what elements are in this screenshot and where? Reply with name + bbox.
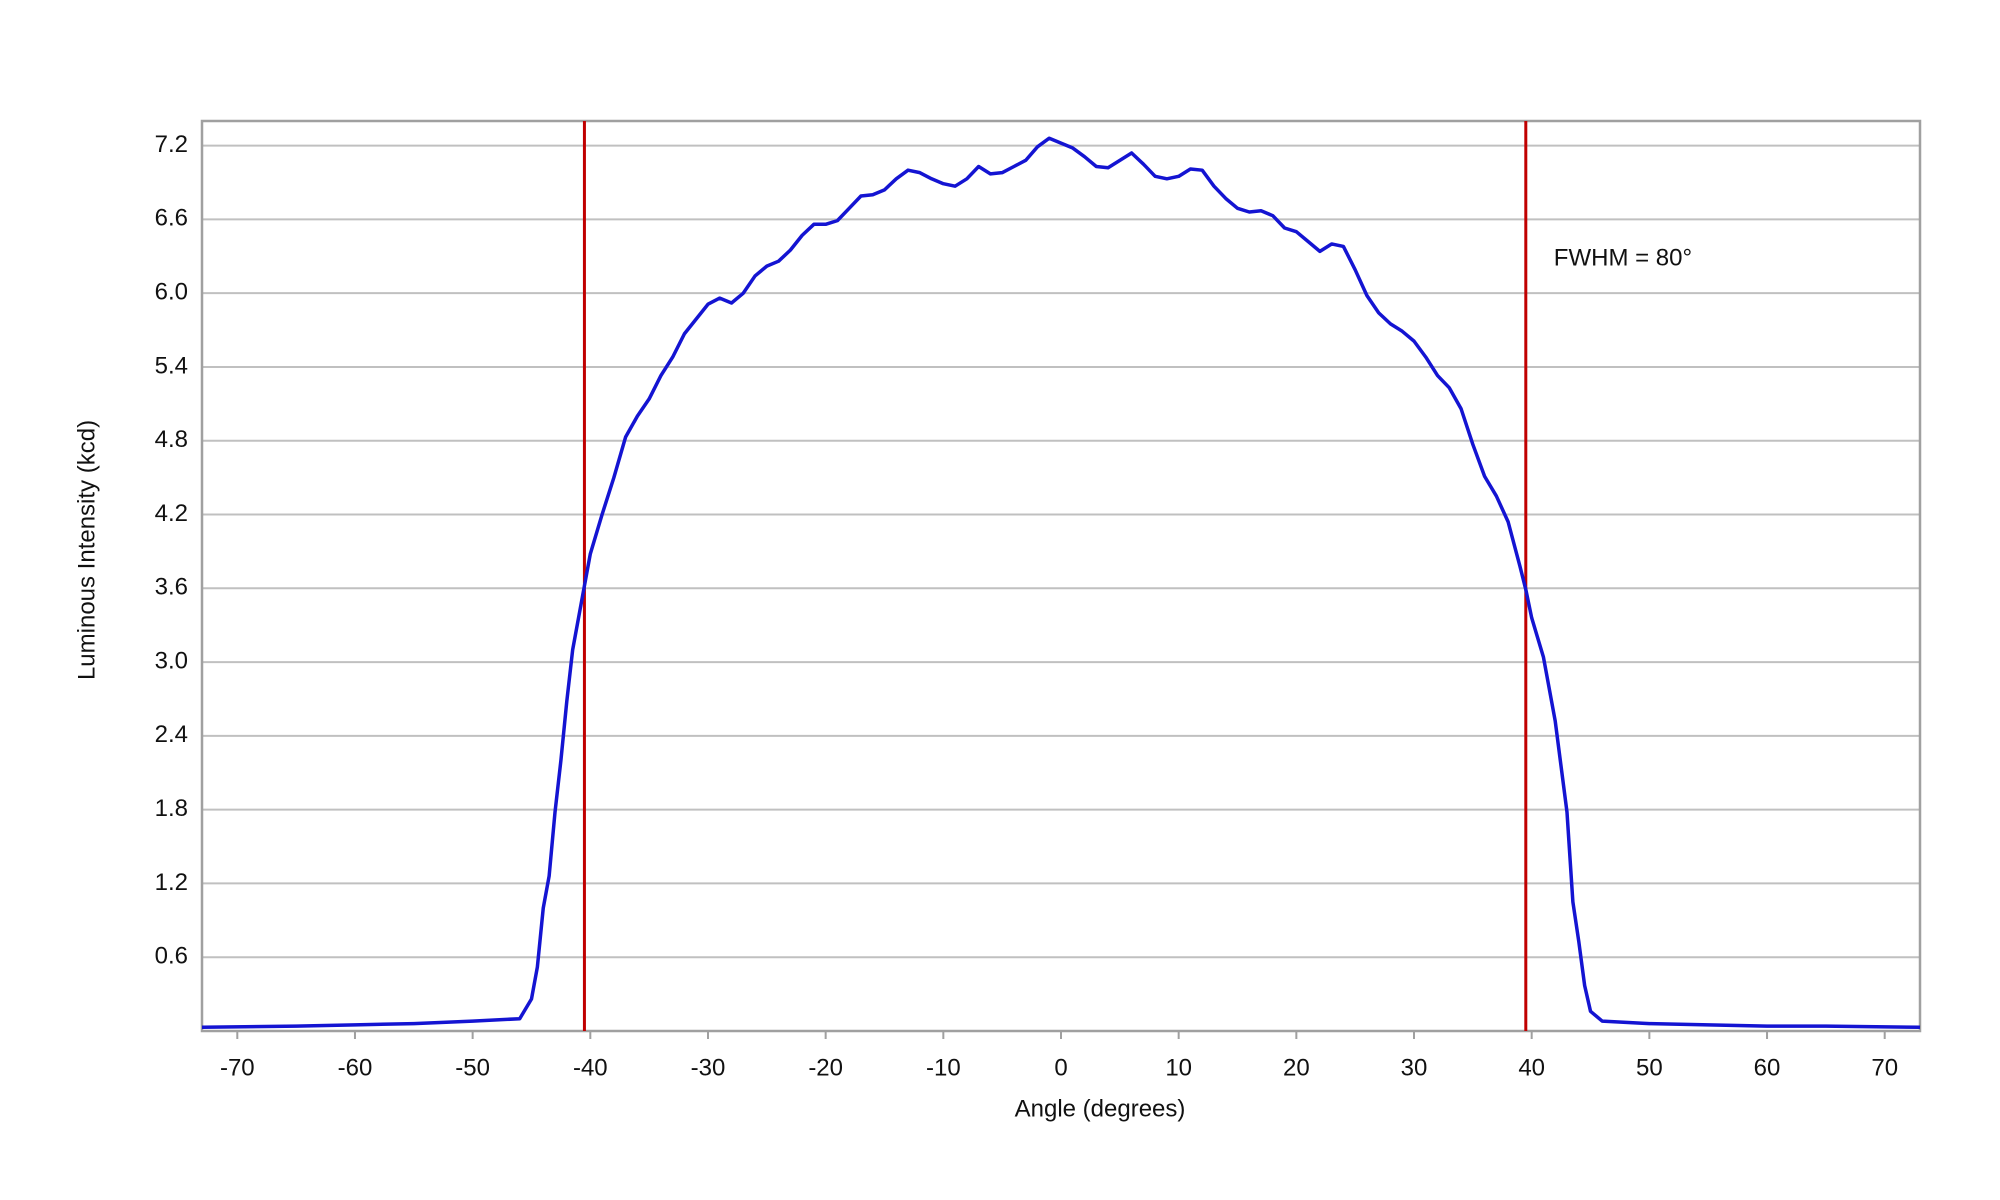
- x-tick-label: -40: [573, 1054, 608, 1081]
- x-tick-label: 0: [1054, 1054, 1067, 1081]
- x-tick-label: -50: [455, 1054, 490, 1081]
- x-tick-label: -70: [220, 1054, 255, 1081]
- y-tick-label: 1.2: [155, 869, 188, 896]
- x-tick-label: 20: [1283, 1054, 1310, 1081]
- y-tick-label: 5.4: [155, 352, 188, 379]
- y-tick-label: 0.6: [155, 943, 188, 970]
- annotation: FWHM = 80°: [1554, 244, 1692, 271]
- y-tick-label: 7.2: [155, 131, 188, 158]
- data-line: [201, 136, 1921, 1030]
- x-axis-label: Angle (degrees): [1015, 1095, 1186, 1122]
- y-tick-label: 1.8: [155, 795, 188, 822]
- y-tick-label: 6.0: [155, 279, 188, 306]
- x-tick-label: 30: [1401, 1054, 1428, 1081]
- x-tick-label: 50: [1636, 1054, 1663, 1081]
- y-tick-label: 6.6: [155, 205, 188, 232]
- x-tick-label: 70: [1871, 1054, 1898, 1081]
- y-tick-label: 4.2: [155, 500, 188, 527]
- y-axis-label: Luminous Intensity (kcd): [73, 420, 100, 680]
- x-tick-label: -60: [338, 1054, 373, 1081]
- x-tick-label: -10: [926, 1054, 961, 1081]
- x-tick-label: -30: [691, 1054, 726, 1081]
- y-tick-label: 4.8: [155, 426, 188, 453]
- y-tick-label: 3.0: [155, 647, 188, 674]
- y-tick-label: 2.4: [155, 721, 188, 748]
- x-tick-label: 10: [1165, 1054, 1192, 1081]
- y-tick-label: 3.6: [155, 574, 188, 601]
- x-tick-label: 40: [1518, 1054, 1545, 1081]
- x-tick-label: -20: [808, 1054, 843, 1081]
- x-tick-label: 60: [1754, 1054, 1781, 1081]
